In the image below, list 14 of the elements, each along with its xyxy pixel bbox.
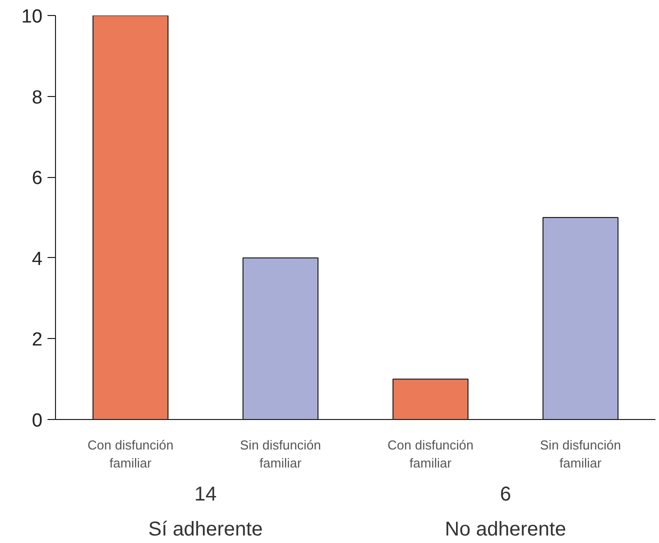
y-tick-label: 4: [32, 248, 43, 270]
x-tick-label: Sin disfunción familiar: [540, 438, 621, 470]
text: 14: [194, 484, 217, 506]
y-tick-label: 10: [21, 6, 43, 28]
y-tick-label: 6: [32, 168, 43, 190]
y-tick-label: 0: [32, 410, 43, 432]
text: Sí adherente: [148, 518, 263, 541]
x-tick-label: Con disfunción familiar: [88, 438, 174, 470]
y-tick-label: 8: [32, 87, 43, 108]
x-tick-label: Con disfunción familiar: [388, 438, 474, 470]
y-tick-label: 2: [32, 330, 43, 351]
x-tick-label: Sin disfunción familiar: [240, 438, 321, 470]
text: No adherente: [444, 518, 566, 541]
text: 6: [500, 484, 512, 506]
